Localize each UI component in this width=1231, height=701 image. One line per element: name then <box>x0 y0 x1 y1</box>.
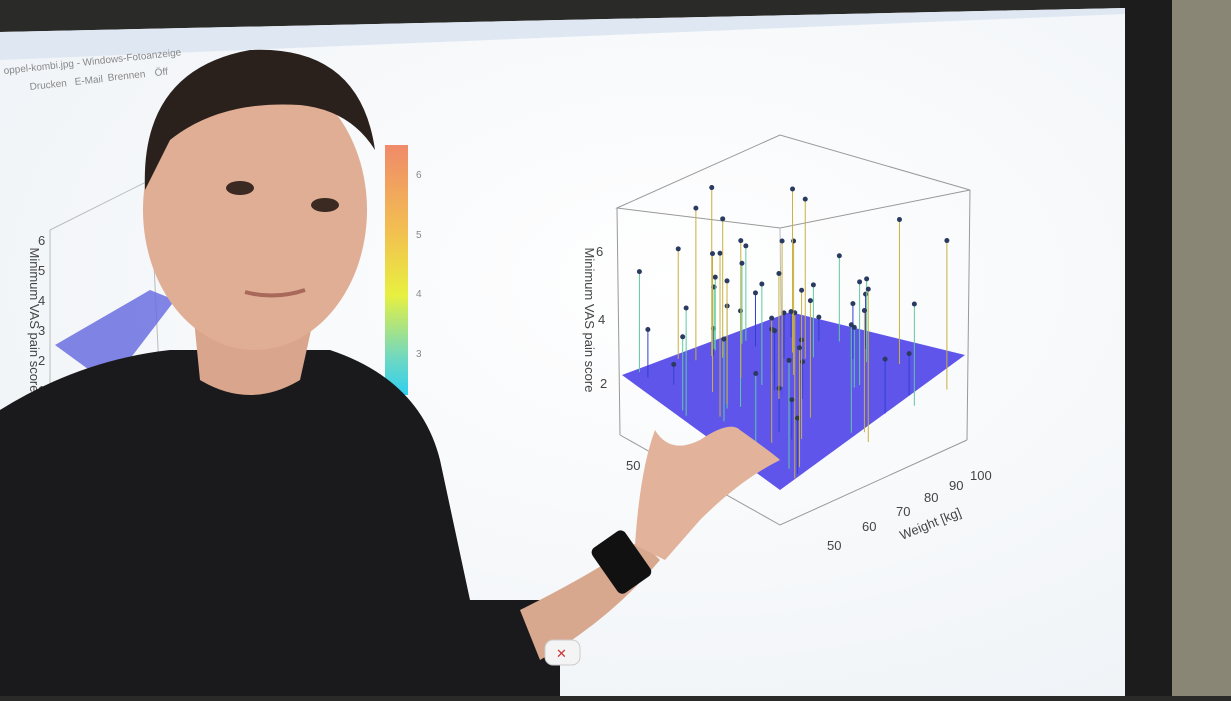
stem-dot <box>739 260 745 266</box>
stem-dot <box>781 310 787 316</box>
stem-dot <box>790 186 796 192</box>
stem-dot <box>712 274 718 280</box>
stem-dot <box>786 357 792 363</box>
stem-dot <box>857 279 863 285</box>
stem-dot <box>752 290 758 296</box>
tick-label: 4 <box>38 293 45 308</box>
stem-dot <box>759 281 765 287</box>
stem-dot <box>789 397 795 403</box>
stem-dot <box>791 238 797 244</box>
stem-dot <box>720 216 726 222</box>
stem-dot <box>636 269 642 275</box>
bezel <box>1120 0 1172 696</box>
stem-dot <box>911 301 917 307</box>
stem-dot <box>836 253 842 259</box>
axis-label: Minimum VAS pain score <box>27 248 42 393</box>
stem-dot <box>721 336 727 342</box>
tick-label: 4 <box>598 312 605 327</box>
tick-label: 90 <box>949 478 963 493</box>
colorbar-tick: 4 <box>416 289 422 300</box>
wall <box>1170 0 1231 696</box>
stem-dot <box>671 361 677 367</box>
menu-item[interactable]: Brennen <box>107 69 146 84</box>
stem-dot <box>769 315 775 321</box>
colorbar <box>385 145 408 395</box>
stem-dot <box>788 309 794 315</box>
tick-label: 3 <box>38 323 45 338</box>
tick-label: 80 <box>924 490 938 505</box>
tick-label: 50 <box>827 538 841 553</box>
close-icon: ✕ <box>556 646 567 661</box>
tick-label: 6 <box>38 233 45 248</box>
stem-dot <box>896 217 902 223</box>
stem-dot <box>906 351 912 357</box>
stem-dot <box>861 308 867 314</box>
tick-label: 5 <box>38 263 45 278</box>
close-button[interactable] <box>544 639 581 666</box>
tick-label: 60 <box>862 519 876 534</box>
stem-dot <box>693 205 699 211</box>
tick-label: 70 <box>896 504 910 519</box>
title-bar <box>0 8 1125 60</box>
stem-dot <box>779 238 785 244</box>
stem-dot <box>675 246 681 252</box>
stem-dot <box>797 345 803 351</box>
stem-dot <box>850 301 856 307</box>
stem-dot <box>864 276 870 282</box>
stem-dot <box>683 305 689 311</box>
stem-dot <box>743 243 749 249</box>
stem-dot <box>882 356 888 362</box>
stem-dot <box>709 185 715 191</box>
colorbar-tick: 5 <box>416 230 422 241</box>
tick-label: 6 <box>596 244 603 259</box>
menu-item[interactable]: E-Mail <box>74 74 103 88</box>
tick-label: 50 <box>626 458 640 473</box>
menu-item[interactable]: Drucken <box>29 78 67 93</box>
stem-dot <box>799 287 805 293</box>
stem-dot <box>802 196 808 202</box>
stem-dot <box>800 359 806 365</box>
stem-dot <box>944 238 950 244</box>
axis-label: Minimum VAS pain score <box>582 248 597 393</box>
stem-dot <box>753 371 759 377</box>
person <box>0 49 780 696</box>
stem-dot <box>865 286 871 292</box>
stem-dot <box>810 282 816 288</box>
stem-dot <box>645 326 651 332</box>
colorbar-tick: 6 <box>416 170 422 181</box>
stem-dot <box>851 324 857 330</box>
menu-item[interactable]: Öff <box>154 66 169 79</box>
tick-label: 2 <box>38 353 45 368</box>
stem-dot <box>680 334 686 340</box>
tick-label: 100 <box>970 468 992 483</box>
stem-dot <box>724 278 730 284</box>
stem-dot <box>710 251 716 257</box>
stem-dot <box>807 298 813 304</box>
stem-dot <box>794 415 800 421</box>
stem-dot <box>738 238 744 244</box>
stem-dot <box>717 250 723 256</box>
stem-dot <box>816 314 822 320</box>
stem-dot <box>772 328 778 334</box>
colorbar-tick: 3 <box>416 349 422 360</box>
stem-dot <box>863 291 869 297</box>
stem-dot <box>776 270 782 276</box>
tick-label: 2 <box>600 376 607 391</box>
